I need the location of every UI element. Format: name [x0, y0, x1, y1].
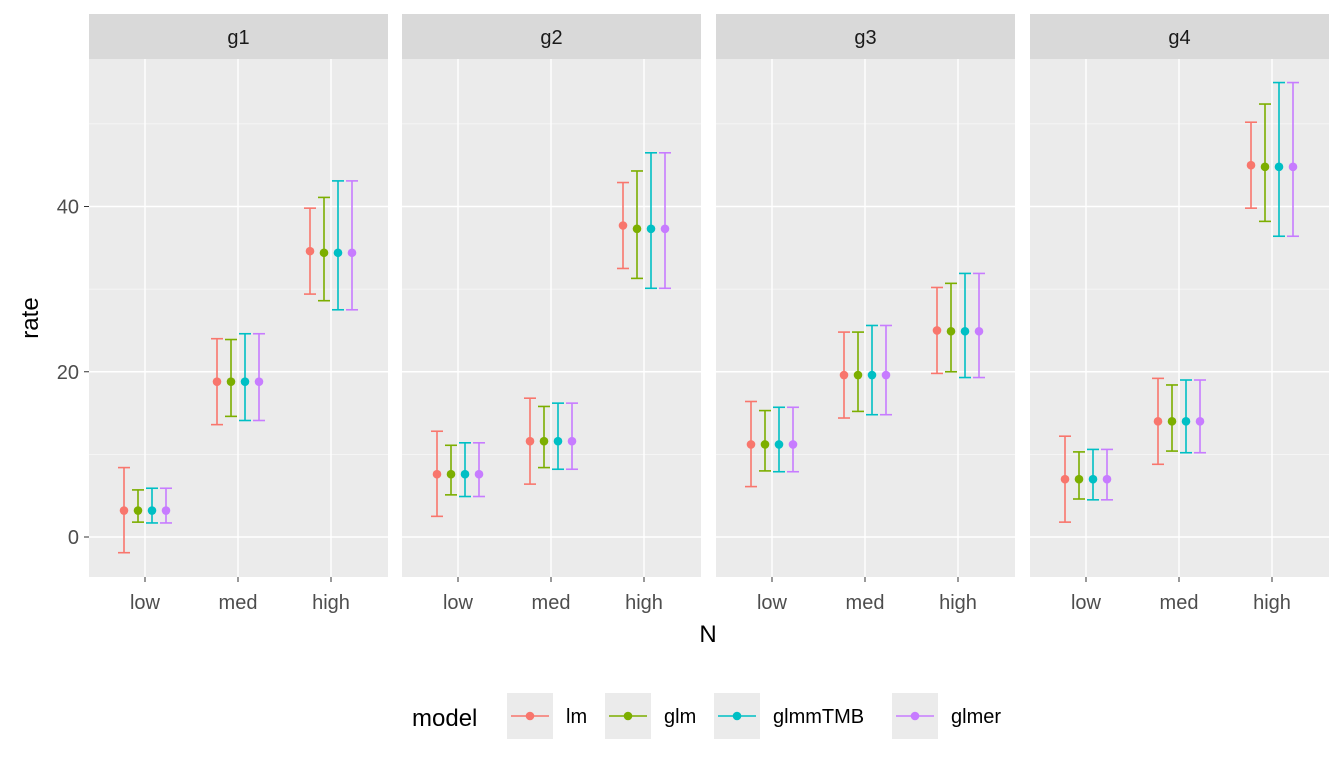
legend-key-point-glmer: [910, 711, 920, 721]
facet-strip-label: g1: [227, 27, 249, 49]
x-tick-label: high: [312, 592, 350, 614]
point-lm: [839, 370, 849, 380]
point-glmer: [788, 440, 798, 449]
point-lm: [746, 440, 756, 449]
point-glmmTMB: [867, 370, 877, 380]
facet-panel-g3: g3 low med high: [716, 14, 1015, 614]
point-glmmTMB: [646, 224, 656, 234]
x-tick-label: high: [625, 592, 663, 614]
facet-strip-label: g2: [540, 27, 562, 49]
x-tick-label: low: [1071, 592, 1102, 614]
point-glmer: [161, 506, 171, 515]
point-glmer: [1102, 474, 1112, 484]
facet-panel-g4: g4 low med high: [1030, 14, 1329, 614]
point-glmmTMB: [1274, 162, 1284, 172]
point-glmer: [254, 377, 264, 386]
point-lm: [212, 377, 222, 386]
facet-panels: g1 low med high g2 low med high g3 low med high g4 lo…: [89, 14, 1329, 614]
legend-key-point-glmmTMB: [732, 711, 742, 721]
legend-title: model: [412, 705, 477, 732]
point-glm: [946, 326, 956, 336]
point-lm: [1153, 417, 1163, 426]
facet-strip-label: g3: [854, 27, 876, 49]
x-tick-label: high: [939, 592, 977, 614]
point-glm: [133, 506, 143, 515]
legend: model lm glm glmmTMB glmer: [412, 693, 1001, 739]
legend-key-point-glm: [623, 711, 633, 721]
point-glm: [853, 370, 863, 380]
point-glmer: [660, 224, 670, 234]
facet-strip-label: g4: [1168, 27, 1190, 49]
y-axis-title: rate: [17, 297, 44, 338]
point-glmmTMB: [333, 248, 343, 258]
point-glmmTMB: [147, 506, 157, 515]
y-tick-label: 40: [57, 197, 79, 219]
legend-label-glmer: glmer: [951, 706, 1001, 728]
x-tick-label: low: [757, 592, 788, 614]
facet-strip: [1030, 14, 1329, 59]
legend-label-lm: lm: [566, 706, 587, 728]
y-tick-label: 20: [57, 362, 79, 384]
y-tick-label: 0: [68, 527, 79, 549]
point-glm: [1167, 417, 1177, 426]
x-tick-label: high: [1253, 592, 1291, 614]
point-glm: [1260, 162, 1270, 172]
legend-label-glmmTMB: glmmTMB: [773, 706, 864, 728]
facet-panel-g2: g2 low med high: [402, 14, 701, 614]
point-glmmTMB: [1181, 417, 1191, 426]
facet-panel-g1: g1 low med high: [89, 14, 388, 614]
point-glmmTMB: [460, 469, 470, 479]
point-glmer: [474, 469, 484, 479]
x-tick-label: med: [532, 592, 571, 614]
point-lm: [1060, 474, 1070, 484]
facet-strip: [716, 14, 1015, 59]
point-glmer: [881, 370, 891, 380]
point-lm: [618, 221, 628, 230]
point-glmmTMB: [1088, 474, 1098, 484]
x-axis-title: N: [699, 621, 716, 648]
point-glm: [539, 436, 549, 446]
x-tick-label: low: [443, 592, 474, 614]
point-glm: [760, 440, 770, 449]
point-glmmTMB: [240, 377, 250, 386]
point-glm: [226, 377, 236, 386]
point-glmmTMB: [553, 436, 563, 446]
x-tick-label: med: [1160, 592, 1199, 614]
point-glm: [1074, 474, 1084, 484]
point-lm: [932, 326, 942, 335]
facet-strip: [89, 14, 388, 59]
point-glm: [319, 248, 329, 258]
point-lm: [1246, 160, 1256, 170]
point-glm: [632, 224, 642, 234]
point-lm: [119, 506, 129, 515]
point-glmer: [567, 436, 577, 446]
point-lm: [432, 469, 442, 479]
point-glm: [446, 469, 456, 479]
point-lm: [525, 436, 535, 446]
legend-key-point-lm: [525, 711, 535, 721]
x-tick-label: low: [130, 592, 161, 614]
y-axis: 0 20 40: [57, 197, 89, 549]
x-tick-label: med: [846, 592, 885, 614]
point-glmmTMB: [960, 326, 970, 336]
point-glmer: [1288, 162, 1298, 172]
point-glmmTMB: [774, 440, 784, 449]
legend-label-glm: glm: [664, 706, 696, 728]
point-lm: [305, 246, 315, 256]
point-glmer: [1195, 417, 1205, 426]
point-glmer: [974, 326, 984, 336]
point-glmer: [347, 248, 357, 258]
facet-strip: [402, 14, 701, 59]
x-tick-label: med: [219, 592, 258, 614]
